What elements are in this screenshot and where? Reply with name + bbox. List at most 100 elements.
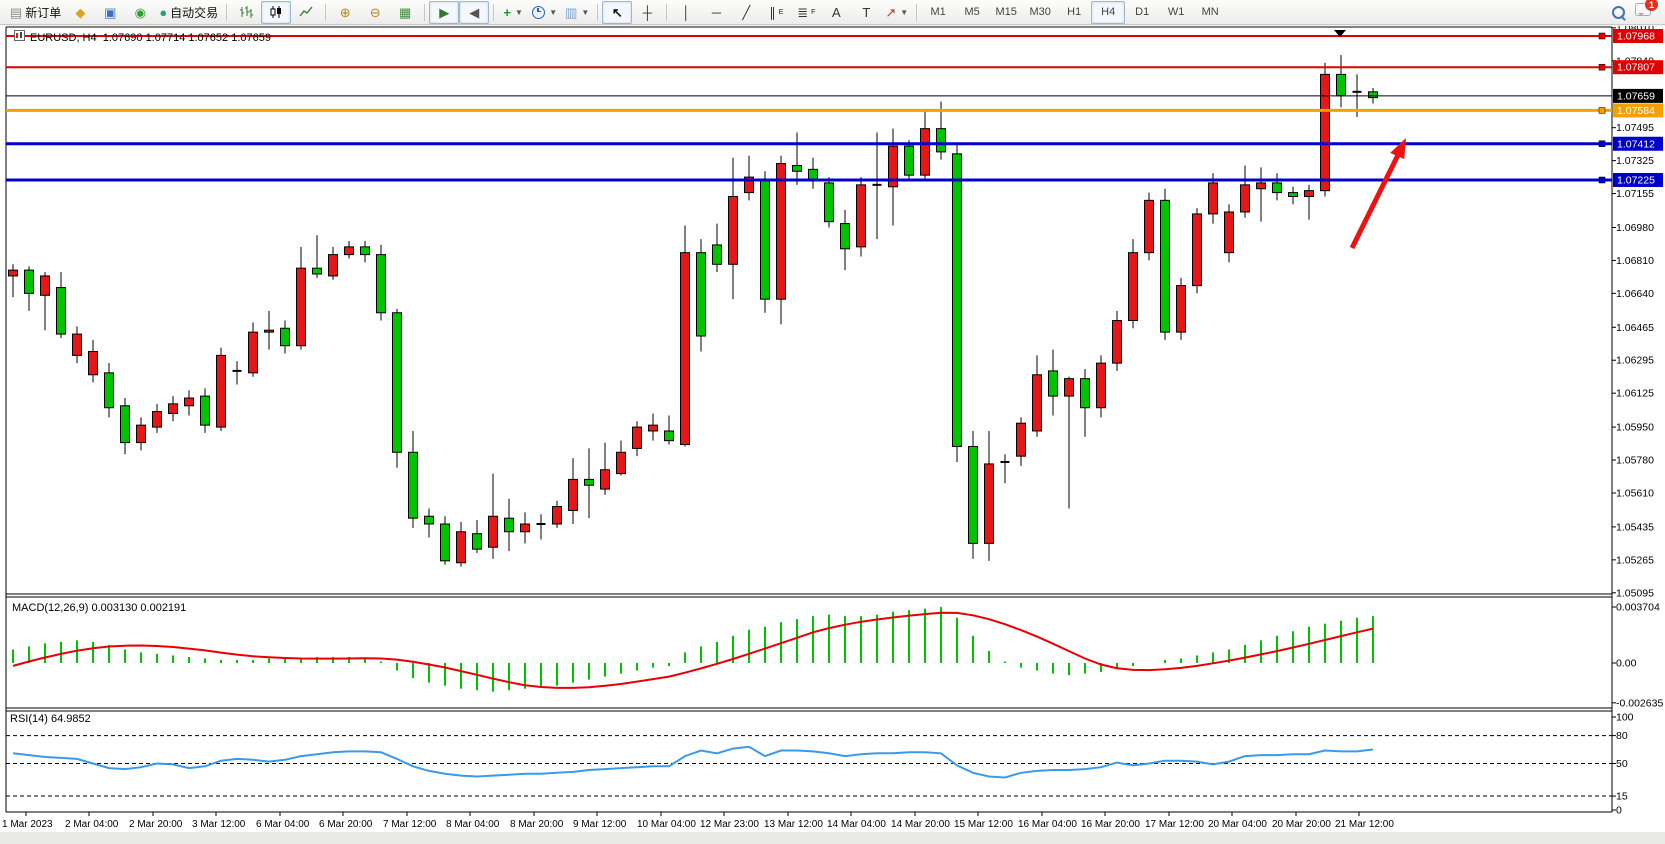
label-button[interactable]: T <box>851 1 881 24</box>
arrows-button-icon: ↗ <box>885 4 897 20</box>
cursor-button[interactable]: ↖ <box>602 0 633 24</box>
period-button-m15[interactable]: M15 <box>995 6 1017 18</box>
period-button-w1[interactable]: W1 <box>1167 6 1185 18</box>
zoom-in-button[interactable]: ⊕ <box>330 1 360 24</box>
symbol-timeframe: EURUSD, H4 <box>30 32 97 44</box>
svg-text:3 Mar 12:00: 3 Mar 12:00 <box>192 819 246 830</box>
svg-text:9 Mar 12:00: 9 Mar 12:00 <box>573 819 627 830</box>
signals-icon[interactable]: ◉ <box>125 1 155 24</box>
auto-trading-button[interactable]: ● 自动交易 <box>155 1 222 24</box>
channel-button[interactable]: ∥ E <box>769 4 784 20</box>
macd-pane: 0.003704 0.00 -0.002635 <box>12 601 1663 709</box>
svg-text:1.07968: 1.07968 <box>1617 31 1655 43</box>
rsi-label: RSI(14) 64.9852 <box>10 713 91 725</box>
line-chart-button[interactable] <box>291 1 321 24</box>
svg-text:1.07659: 1.07659 <box>1617 90 1655 102</box>
chart-shift-button[interactable]: ◀ <box>459 0 490 24</box>
svg-text:0: 0 <box>1616 805 1622 817</box>
community-button[interactable]: 1 <box>1635 0 1658 21</box>
cursor-button-icon: ↖ <box>611 4 623 20</box>
period-button-m5[interactable]: M5 <box>964 6 980 18</box>
auto-trading-button-icon: ● <box>159 4 168 20</box>
fibonacci-button-icon: ≣ <box>797 4 809 20</box>
notification-badge: 1 <box>1645 0 1658 11</box>
tile-windows-button[interactable]: ▦ <box>390 1 420 24</box>
price-badges: 1.07968 1.07807 1.07659 1.07584 1.07412 1.072… <box>1613 29 1663 187</box>
svg-text:1.06295: 1.06295 <box>1616 355 1654 367</box>
price-axis: 1.080101.078401.074951.073251.071551.069… <box>1612 22 1654 599</box>
svg-text:16 Mar 04:00: 16 Mar 04:00 <box>1018 819 1077 830</box>
svg-text:1.05610: 1.05610 <box>1616 487 1654 499</box>
periods-button[interactable]: ▼ <box>528 1 561 24</box>
new-order-button[interactable]: ▤ 新订单 <box>6 1 65 24</box>
toolbar-separator <box>493 3 495 21</box>
zoom-in-button-icon: ⊕ <box>339 4 351 20</box>
trendline-button-icon: ╱ <box>742 4 751 20</box>
periods-button-icon <box>532 5 546 19</box>
svg-text:7 Mar 12:00: 7 Mar 12:00 <box>383 819 437 830</box>
svg-text:1.07495: 1.07495 <box>1616 122 1654 134</box>
svg-text:2 Mar 20:00: 2 Mar 20:00 <box>129 819 183 830</box>
templates-button[interactable]: ▥ ▼ <box>561 1 593 24</box>
svg-text:8 Mar 20:00: 8 Mar 20:00 <box>510 819 564 830</box>
chevron-down-icon[interactable]: ▼ <box>581 7 590 17</box>
svg-text:21 Mar 12:00: 21 Mar 12:00 <box>1335 819 1394 830</box>
gold-chart-icon[interactable]: ◆ <box>65 1 95 24</box>
crosshair-button[interactable]: ┼ <box>632 1 662 24</box>
zoom-out-button[interactable]: ⊖ <box>360 1 390 24</box>
trendline-button[interactable]: ╱ <box>731 1 761 24</box>
indicators-button[interactable]: + ▼ <box>498 1 528 24</box>
text-button[interactable]: A <box>821 1 851 24</box>
gold-chart-icon-icon: ◆ <box>75 4 86 20</box>
chart-panel: 1.080101.078401.074951.073251.071551.069… <box>0 22 1665 844</box>
fibonacci-button[interactable]: ≣ F <box>797 4 816 20</box>
svg-text:1.07225: 1.07225 <box>1617 175 1655 187</box>
period-button-h4[interactable]: H4 <box>1091 0 1126 24</box>
vertical-line-button-icon: │ <box>682 4 691 20</box>
zoom-out-button-icon: ⊖ <box>369 4 381 20</box>
horizontal-line-button[interactable]: ─ <box>701 1 731 24</box>
auto-scroll-button[interactable]: ▶ <box>429 0 460 24</box>
svg-text:1.07584: 1.07584 <box>1617 105 1655 117</box>
period-button-h1[interactable]: H1 <box>1067 6 1082 18</box>
bar-chart-button[interactable] <box>231 1 261 24</box>
vertical-line-button[interactable]: │ <box>671 1 701 24</box>
svg-text:0.00: 0.00 <box>1616 658 1637 670</box>
svg-text:13 Mar 12:00: 13 Mar 12:00 <box>764 819 823 830</box>
market-watch-icon[interactable]: ▣ <box>95 1 125 24</box>
label-button-icon: T <box>862 4 871 20</box>
svg-text:2 Mar 04:00: 2 Mar 04:00 <box>65 819 119 830</box>
svg-text:1.06125: 1.06125 <box>1616 388 1654 400</box>
new-order-button-icon: ▤ <box>10 4 23 20</box>
period-button-m30[interactable]: M30 <box>1029 6 1051 18</box>
chevron-down-icon[interactable]: ▼ <box>900 7 909 17</box>
search-icon[interactable] <box>1612 5 1625 19</box>
svg-text:14 Mar 20:00: 14 Mar 20:00 <box>891 819 950 830</box>
svg-text:16 Mar 20:00: 16 Mar 20:00 <box>1081 819 1140 830</box>
toolbar: ▤ 新订单 ◆ ▣ ◉ ● 自动交易 ⊕ ⊖ ▦ ▶ ◀ + ▼ ▼ ▥ ▼ ↖ ┼ │ ─ ╱ ∥ E ≣ F A T ↗ ▼ M1 M5 M… <box>0 0 1665 25</box>
period-button-m1[interactable]: M1 <box>930 6 946 18</box>
toolbar-separator <box>424 3 426 21</box>
arrows-button[interactable]: ↗ ▼ <box>881 1 912 24</box>
signals-icon-icon: ◉ <box>134 4 146 20</box>
templates-button-icon: ▥ <box>565 4 578 20</box>
svg-text:1.05780: 1.05780 <box>1616 455 1654 467</box>
toolbar-separator <box>666 3 668 21</box>
svg-text:1.07412: 1.07412 <box>1617 138 1655 150</box>
period-button-mn[interactable]: MN <box>1201 6 1219 18</box>
svg-text:1.05095: 1.05095 <box>1616 587 1654 599</box>
period-button-d1[interactable]: D1 <box>1135 6 1150 18</box>
trend-arrow[interactable] <box>1349 138 1406 250</box>
candlestick-chart-button[interactable] <box>261 0 292 24</box>
svg-text:1.07325: 1.07325 <box>1616 155 1654 167</box>
svg-text:1.06465: 1.06465 <box>1616 322 1654 334</box>
svg-text:6 Mar 04:00: 6 Mar 04:00 <box>256 819 310 830</box>
chevron-down-icon[interactable]: ▼ <box>515 7 523 17</box>
svg-text:6 Mar 20:00: 6 Mar 20:00 <box>319 819 373 830</box>
svg-text:1.06980: 1.06980 <box>1616 222 1654 234</box>
chevron-down-icon[interactable]: ▼ <box>549 7 558 17</box>
time-axis: 1 Mar 2023 2 Mar 04:00 2 Mar 20:00 3 Mar 12… <box>2 812 1394 830</box>
horizontal-lines <box>6 32 1612 184</box>
price-chart[interactable]: 1.080101.078401.074951.073251.071551.069… <box>0 22 1665 844</box>
